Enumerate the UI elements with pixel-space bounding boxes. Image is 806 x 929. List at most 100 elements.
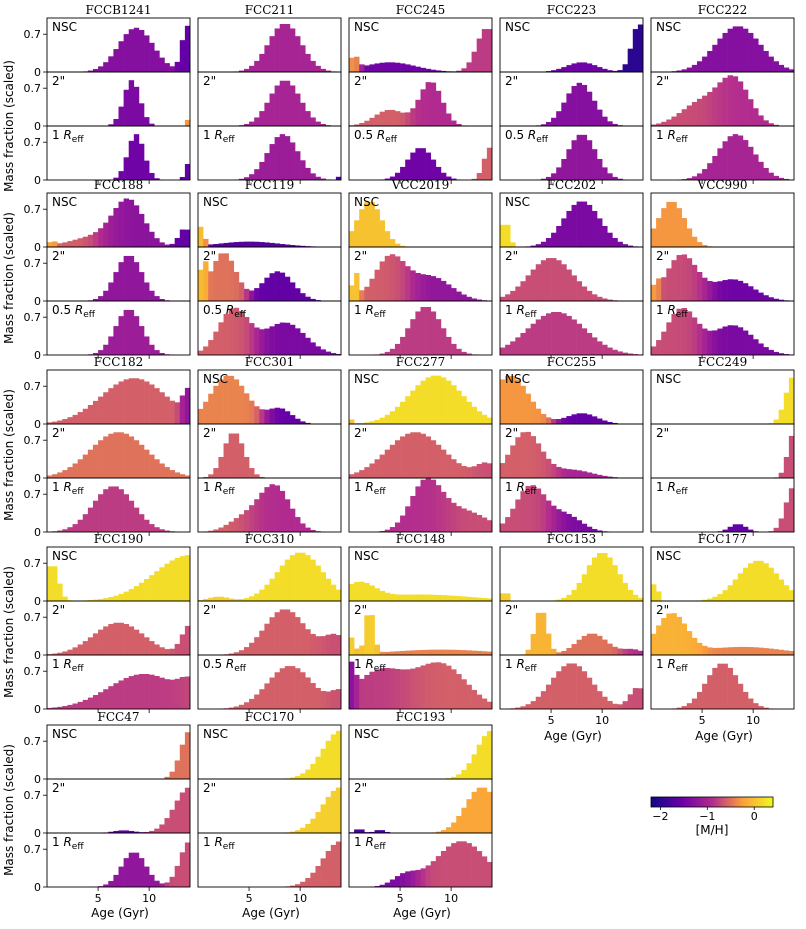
histogram-bar [228,308,235,355]
histogram-bar [702,683,708,709]
histogram-bar [144,866,150,887]
histogram-bar [515,499,521,532]
histogram-bar [218,456,224,478]
histogram-bar [768,56,774,72]
histogram-bar [586,565,593,601]
histogram-bar [451,178,457,180]
histogram-bar [310,173,316,180]
histogram-bar [359,290,365,301]
histogram-bar [415,311,421,355]
histogram-bar [535,244,542,247]
histogram-bar [208,530,214,532]
histogram-bar [758,44,764,72]
histogram-bar [118,866,124,887]
histogram-bar [103,222,109,247]
histogram-bar [788,435,795,478]
histogram-bar [773,61,779,72]
histogram-bar [405,64,411,72]
histogram-bar [269,273,275,301]
histogram-bar [295,328,301,355]
histogram-bar [556,311,562,355]
histogram-bar [681,706,688,709]
histogram-bar [676,308,682,355]
histogram-bar [118,622,124,655]
histogram-bar [164,818,170,833]
histogram-bar [315,300,321,301]
histogram-bar [400,336,406,355]
colorbar-tick-label: −1 [699,810,715,823]
histogram-bar [259,476,265,478]
panel-frame [348,125,493,181]
histogram-bar [320,690,326,709]
histogram-bar [505,344,511,355]
histogram-bar [118,106,124,126]
histogram-bar [661,277,667,301]
histogram-bar [576,281,583,301]
histogram-bar [269,677,275,709]
histogram-bar [510,445,516,478]
histogram-bar [149,454,155,478]
histogram-bar [310,117,316,126]
galaxy-title: FCC211 [245,3,295,17]
histogram-bar [92,69,99,72]
histogram-bar [133,629,140,655]
histogram-bar [154,828,160,833]
panel-label: 2" [203,249,216,263]
histogram-bar [466,596,472,601]
xlabel-col-2: Age (Gyr) [242,906,300,920]
histogram-bar [310,872,316,887]
histogram-bar [476,38,483,72]
histogram-bar [586,332,593,355]
histogram-bar [320,804,326,833]
histogram-bar [305,337,311,355]
histogram-bar [415,148,421,180]
histogram-bar [52,241,58,247]
histogram-bar [486,417,493,424]
histogram-bar [203,599,209,601]
histogram-bar [576,413,583,424]
histogram-bar [702,244,708,247]
histogram-bar [717,647,723,655]
panel-frame [650,423,795,479]
histogram-bar [717,328,723,355]
histogram-bar [218,322,224,355]
histogram-bar [481,517,488,532]
panel-2: 2" [197,246,342,302]
histogram-bar [561,264,567,301]
histogram-bar [440,850,447,887]
panel-3: 0.5 Reff [197,654,342,713]
histogram-bar [576,82,583,126]
histogram-bar [92,444,99,478]
histogram-bar [571,663,577,709]
histogram-bar [274,137,281,180]
histogram-bar [305,422,311,424]
histogram-bar [208,340,214,355]
histogram-bar [405,669,411,709]
panel-1: NSC [348,546,493,602]
histogram-bar [748,698,754,709]
histogram-bar [571,516,577,532]
histogram-bar [269,93,275,126]
histogram-bar [597,109,603,126]
histogram-bar [602,68,608,72]
histogram-bar [113,384,119,424]
histogram-bar [753,647,759,655]
histogram-bar [389,593,396,601]
histogram-bar [425,306,432,355]
histogram-bar [530,323,537,355]
y-tick-label: 0 [34,295,41,308]
histogram-bar [742,646,749,655]
histogram-bar [758,706,764,709]
histogram-bar [305,53,311,72]
histogram-bar [284,276,291,301]
y-tick-label: 0.7 [24,611,42,624]
panel-label: 2" [354,781,367,795]
histogram-bar [289,415,296,424]
histogram-bar [364,120,370,126]
histogram-bar [607,701,613,709]
histogram-bar [179,852,186,887]
histogram-bar [581,286,588,301]
